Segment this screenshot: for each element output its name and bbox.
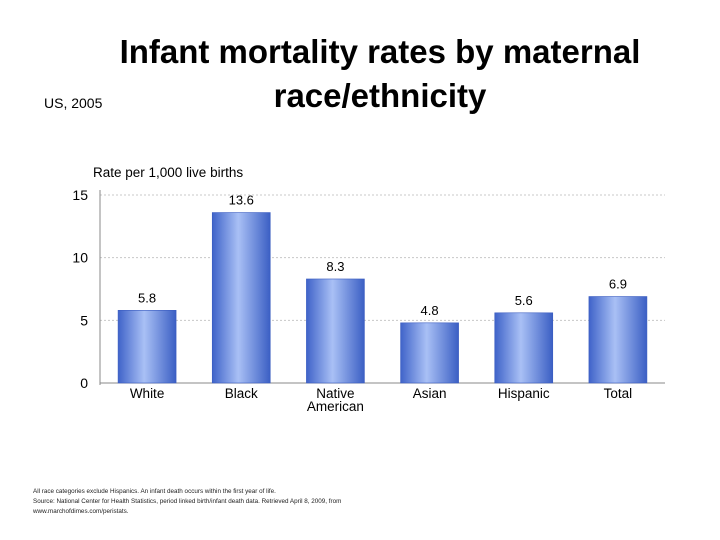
bar-value-label: 13.6 <box>229 193 254 208</box>
footnote: All race categories exclude Hispanics. A… <box>33 487 593 517</box>
y-tick-label: 15 <box>72 187 88 203</box>
y-tick-labels: 0 5 10 15 <box>72 187 88 391</box>
bar <box>117 310 177 384</box>
bar <box>306 278 365 384</box>
value-labels: 5.8 13.6 8.3 4.8 5.6 6.9 <box>138 193 627 318</box>
bar-value-label: 5.6 <box>515 293 533 308</box>
bars <box>117 212 648 384</box>
footnote-line3: www.marchofdimes.com/peristats. <box>33 508 129 515</box>
axes <box>99 190 665 385</box>
gridlines <box>100 194 665 321</box>
y-tick-label: 5 <box>80 312 88 328</box>
bar-value-label: 6.9 <box>609 277 627 292</box>
chart-subtitle: US, 2005 <box>44 95 103 111</box>
footnote-line1: All race categories exclude Hispanics. A… <box>33 488 276 495</box>
x-tick-label: Black <box>225 386 258 401</box>
x-tick-labels: White Black Native American Asian Hispanic Tot… <box>130 386 632 414</box>
x-tick-label: Total <box>604 386 633 401</box>
bar-value-label: 8.3 <box>326 259 344 274</box>
bar <box>494 312 554 384</box>
y-axis-label: Rate per 1,000 live births <box>93 165 243 180</box>
x-tick-label: Asian <box>413 386 447 401</box>
y-tick-label: 0 <box>80 375 88 391</box>
x-tick-label: White <box>130 386 165 401</box>
y-tick-label: 10 <box>72 250 88 266</box>
chart-title: Infant mortality rates by maternal race/… <box>40 30 720 118</box>
bar <box>588 296 648 384</box>
bar <box>400 322 459 384</box>
footnote-line2: Source: National Center for Health Stati… <box>33 498 342 505</box>
chart-title-line2: race/ethnicity <box>273 77 487 114</box>
x-tick-label: Native American <box>307 386 364 414</box>
chart-title-line1: Infant mortality rates by maternal <box>119 33 641 70</box>
bar <box>211 212 271 384</box>
bar-value-label: 4.8 <box>421 303 439 318</box>
bar-value-label: 5.8 <box>138 290 156 305</box>
x-tick-label: Hispanic <box>498 386 550 401</box>
